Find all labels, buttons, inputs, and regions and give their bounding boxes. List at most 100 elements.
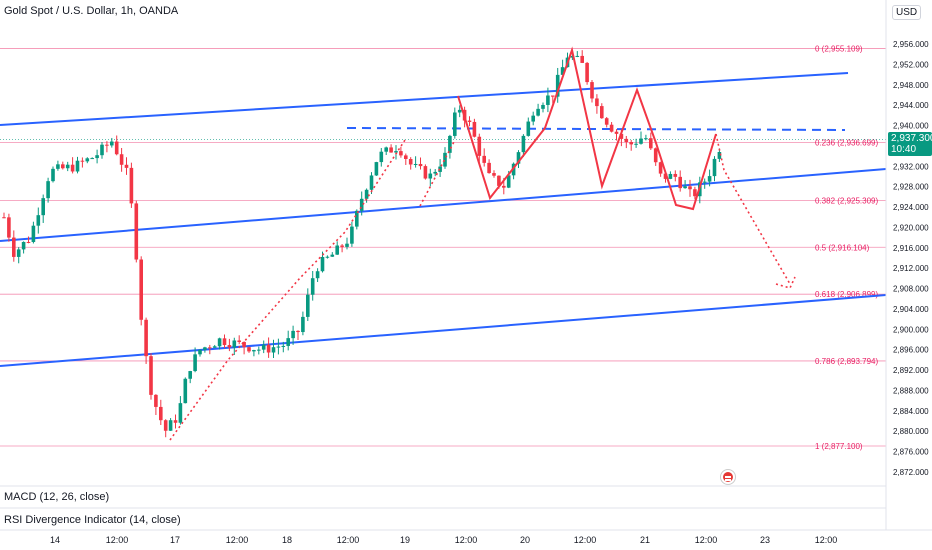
- candle: [12, 230, 16, 262]
- fib-level-label: 1 (2,877.100): [815, 442, 863, 451]
- projection-dotted-path: [169, 139, 406, 441]
- candle: [247, 346, 251, 353]
- candle: [359, 191, 364, 216]
- candle: [384, 146, 388, 156]
- price-axis[interactable]: 2,872.000 2,876.000 2,880.000 2,884.000 2,88…: [893, 40, 929, 477]
- candle: [614, 129, 619, 141]
- currency-button[interactable]: USD: [892, 5, 922, 20]
- candle: [653, 147, 658, 166]
- time-axis[interactable]: 14 12:00 17 12:00 18 12:00 19 12:00 20 12:00 21 12:…: [50, 535, 837, 545]
- candle: [271, 339, 276, 359]
- candle: [21, 241, 26, 254]
- candle: [609, 122, 614, 133]
- pattern-drawings: [169, 46, 796, 441]
- bar-countdown: 10:40: [891, 144, 917, 155]
- candle: [242, 341, 246, 355]
- price-tick-label: 2,916.000: [893, 244, 929, 253]
- candle: [340, 244, 344, 253]
- fib-level-label: 0.382 (2,925.309): [815, 196, 878, 205]
- candle: [65, 161, 70, 172]
- candle: [61, 161, 65, 170]
- candle: [355, 209, 359, 230]
- candle: [281, 341, 286, 353]
- candle: [374, 161, 379, 176]
- candle: [516, 150, 521, 168]
- candle: [237, 335, 241, 345]
- candle: [325, 255, 330, 259]
- rsi-indicator-label[interactable]: RSI Divergence Indicator (14, close): [4, 514, 181, 526]
- candle: [443, 147, 447, 169]
- candle: [639, 131, 643, 145]
- candle: [350, 221, 354, 247]
- candle: [457, 105, 462, 118]
- candle: [693, 186, 697, 200]
- candle: [139, 256, 143, 326]
- candle: [438, 159, 442, 177]
- candle: [2, 212, 6, 219]
- candle: [114, 135, 119, 156]
- macd-indicator-label[interactable]: MACD (12, 26, close): [4, 491, 110, 503]
- fibonacci-levels: 0 (2,955.109) 0.236 (2,936.699) 0.382 (2,9…: [0, 45, 886, 451]
- candle: [575, 51, 580, 58]
- price-tick-label: 2,948.000: [893, 81, 929, 90]
- candle: [301, 311, 305, 336]
- candle: [100, 142, 104, 159]
- last-price-badge: 2,937.300 10:40: [888, 132, 932, 156]
- candle: [683, 180, 687, 189]
- candle: [536, 103, 540, 117]
- candle: [222, 334, 227, 349]
- candle: [252, 349, 256, 357]
- time-tick-label: 21: [640, 535, 650, 545]
- candle: [546, 87, 550, 113]
- candle: [168, 418, 173, 431]
- candle: [124, 157, 129, 175]
- candle: [291, 325, 295, 345]
- price-tick-label: 2,908.000: [893, 285, 929, 294]
- candle: [203, 346, 207, 353]
- candle: [183, 377, 188, 404]
- forecast-dotted-path: [715, 133, 791, 285]
- candle: [702, 178, 707, 189]
- chart-title: Gold Spot / U.S. Dollar, 1h, OANDA: [4, 5, 179, 17]
- candle: [492, 170, 496, 178]
- price-tick-label: 2,872.000: [893, 468, 929, 477]
- candle: [159, 399, 163, 425]
- price-tick-label: 2,892.000: [893, 366, 929, 375]
- candle: [26, 236, 31, 244]
- time-tick-label: 19: [400, 535, 410, 545]
- candle: [379, 147, 384, 167]
- candle: [707, 169, 712, 187]
- candle: [389, 144, 393, 153]
- candle: [604, 116, 609, 128]
- candle: [7, 213, 11, 242]
- candle: [560, 59, 565, 76]
- time-tick-label: 12:00: [815, 535, 838, 545]
- candles: [2, 50, 722, 438]
- time-tick-label: 17: [170, 535, 180, 545]
- candle: [85, 157, 90, 164]
- candle: [477, 133, 482, 164]
- candle: [296, 330, 300, 340]
- candle: [36, 207, 41, 234]
- time-tick-label: 18: [282, 535, 292, 545]
- candle: [41, 194, 45, 223]
- candle: [129, 162, 134, 208]
- candle: [75, 156, 80, 174]
- us-flag-icon[interactable]: [721, 470, 735, 484]
- price-tick-label: 2,952.000: [893, 60, 929, 69]
- candle: [315, 268, 320, 282]
- candle: [105, 141, 109, 153]
- price-tick-label: 2,880.000: [893, 427, 929, 436]
- time-tick-label: 12:00: [574, 535, 597, 545]
- price-tick-label: 2,912.000: [893, 264, 929, 273]
- candle: [178, 396, 183, 425]
- candle: [208, 344, 212, 355]
- candle: [526, 117, 531, 137]
- candle: [413, 156, 418, 168]
- candle: [404, 153, 408, 165]
- candle: [418, 157, 423, 170]
- candle: [448, 134, 452, 159]
- candle: [600, 103, 604, 119]
- time-tick-label: 12:00: [226, 535, 249, 545]
